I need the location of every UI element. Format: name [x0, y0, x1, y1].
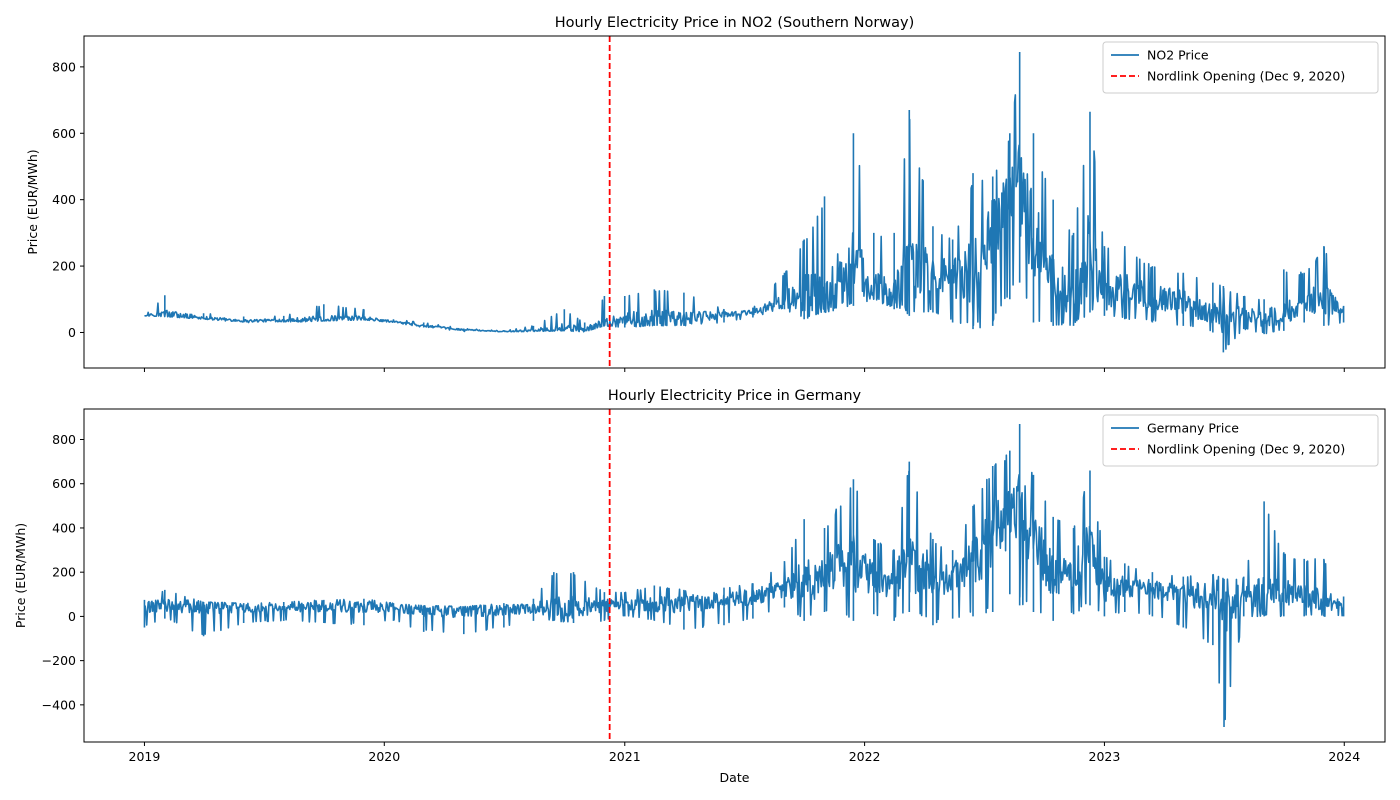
no2-legend-box	[1102, 41, 1379, 94]
germany-legend-series-label: Germany Price	[1147, 421, 1239, 436]
no2-y-tick-label: 200	[52, 259, 76, 274]
no2-chart-title: Hourly Electricity Price in NO2 (Souther…	[555, 15, 915, 31]
germany-y-tick-label: 800	[52, 432, 76, 447]
germany-y-tick-label: −200	[42, 653, 76, 668]
germany-y-tick-label: −400	[42, 697, 76, 712]
no2-price-series-line	[144, 51, 1345, 353]
germany-x-tick-label: 2023	[1089, 749, 1121, 764]
no2-y-tick-label: 400	[52, 192, 76, 207]
germany-y-tick-label: 0	[68, 609, 76, 624]
no2-price-panel: 0 200 400 600 800 Hourly Electricity Price in…	[25, 15, 1386, 372]
germany-y-tick-label: 200	[52, 565, 76, 580]
germany-price-panel: 2019 2020 2021 2022 2023 2024 −400 −200 0 200 400 6…	[13, 388, 1386, 785]
germany-x-axis-label: Date	[720, 770, 750, 785]
no2-axes-frame	[83, 35, 1386, 369]
germany-x-tick-label: 2021	[609, 749, 641, 764]
germany-legend-box	[1102, 414, 1379, 467]
germany-legend-event-label: Nordlink Opening (Dec 9, 2020)	[1147, 442, 1345, 457]
no2-legend-series-label: NO2 Price	[1147, 48, 1209, 63]
germany-x-tick-label: 2024	[1328, 749, 1360, 764]
germany-axes-frame	[83, 408, 1386, 743]
no2-y-tick-label: 600	[52, 126, 76, 141]
germany-y-tick-label: 600	[52, 476, 76, 491]
no2-y-tick-label: 800	[52, 59, 76, 74]
no2-y-axis-label: Price (EUR/MWh)	[25, 149, 40, 254]
germany-x-tick-label: 2020	[368, 749, 400, 764]
no2-legend: NO2 Price Nordlink Opening (Dec 9, 2020)	[1102, 41, 1379, 94]
no2-y-tick-label: 0	[68, 325, 76, 340]
germany-legend: Germany Price Nordlink Opening (Dec 9, 20…	[1102, 414, 1379, 467]
germany-y-axis-label: Price (EUR/MWh)	[13, 523, 28, 628]
germany-price-series-line	[143, 424, 1345, 727]
germany-x-tick-label: 2019	[129, 749, 161, 764]
germany-chart-title: Hourly Electricity Price in Germany	[608, 388, 862, 404]
no2-legend-event-label: Nordlink Opening (Dec 9, 2020)	[1147, 69, 1345, 84]
germany-x-tick-label: 2022	[849, 749, 881, 764]
germany-y-tick-label: 400	[52, 520, 76, 535]
